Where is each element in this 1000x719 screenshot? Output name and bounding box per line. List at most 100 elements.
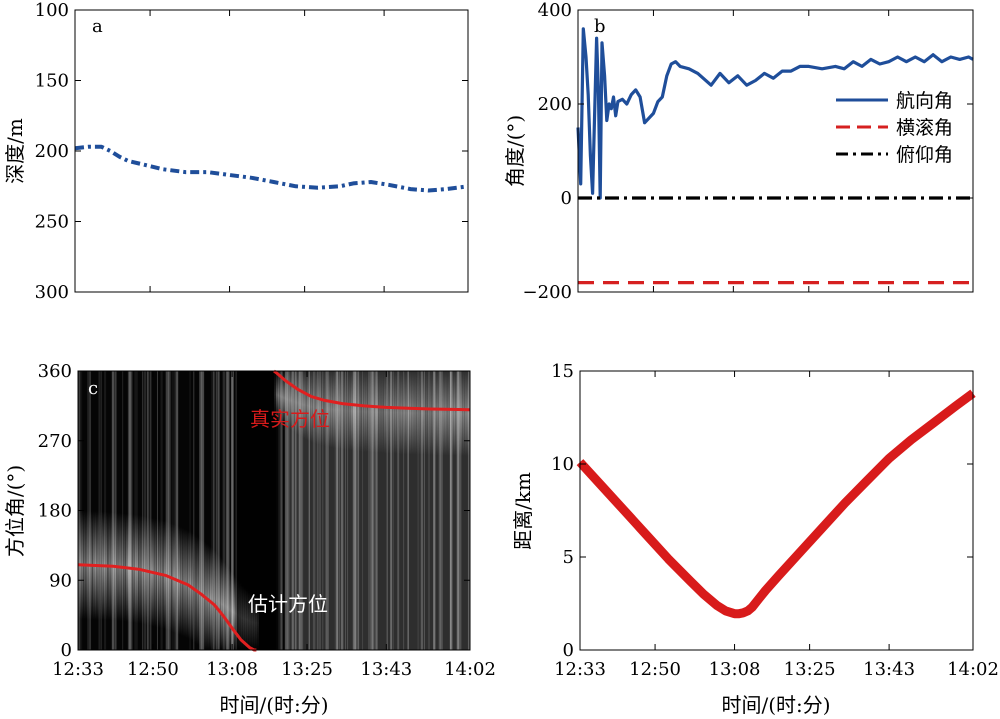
heatmap-streak [355, 371, 358, 650]
heatmap-cell [425, 371, 429, 456]
heatmap-streak [294, 371, 296, 650]
heatmap-streak [457, 371, 459, 650]
heatmap-cell [298, 371, 301, 437]
heatmap-cell [388, 371, 392, 455]
axes-frame-d [579, 370, 974, 651]
axes-frame-b [577, 9, 974, 293]
annotation-estimated-bearing: 估计方位 [248, 592, 328, 616]
heatmap-cell [406, 371, 409, 455]
heatmap-cell [412, 371, 416, 455]
y-tick-label: 5 [563, 547, 574, 568]
heatmap-cell [318, 371, 321, 446]
heatmap-cell [346, 371, 350, 451]
heatmap-streak [428, 371, 430, 650]
heatmap-cell [322, 371, 326, 447]
y-tick-label: 150 [35, 71, 69, 92]
heatmap-streak [230, 371, 234, 650]
y-tick-label: 0 [61, 640, 72, 661]
heatmap-streak [213, 371, 215, 650]
y-tick-label: 400 [538, 0, 572, 21]
heatmap-cell [381, 371, 385, 454]
panel-label-b: b [594, 16, 606, 37]
heatmap-cell [315, 371, 319, 445]
heatmap-streak [352, 371, 354, 650]
series-line-panel-a-0 [74, 144, 469, 193]
heatmap-cell [278, 371, 282, 421]
heatmap-cell [340, 371, 343, 450]
heatmap-cell [357, 371, 361, 452]
heatmap-streak [98, 371, 100, 650]
heatmap-streak [160, 371, 163, 650]
heatmap-streak [347, 371, 349, 650]
heatmap-streak [392, 371, 394, 650]
heatmap-cell [309, 371, 312, 442]
heatmap-streak [375, 371, 378, 650]
panel-d-distance: 12:33 12:50 13:08 13:25 13:43 14:02 0 5 10 15 距离/… [511, 361, 999, 717]
heatmap-streak [231, 371, 234, 650]
heatmap-cell [285, 371, 288, 427]
heatmap-cell [428, 371, 431, 456]
y-tick-label: 10 [551, 454, 574, 475]
heatmap-cell [344, 371, 348, 451]
heatmap-streak [372, 371, 375, 650]
heatmap-cell [463, 371, 466, 457]
heatmap-streak [189, 371, 191, 650]
legend-label: 航向角 [896, 90, 953, 112]
heatmap-cell [458, 371, 462, 457]
y-tick-label: 0 [561, 188, 572, 209]
heatmap-streak [150, 371, 152, 650]
heatmap-cell [414, 371, 418, 455]
heatmap-streak [450, 371, 453, 650]
heatmap-streak [165, 371, 167, 650]
heatmap-streak [362, 371, 364, 650]
heatmap-cell [216, 553, 220, 650]
y-tick-label: 0 [563, 640, 574, 661]
heatmap-dark-gap [236, 371, 277, 650]
heatmap-cell [384, 371, 387, 454]
heatmap-streak [449, 371, 453, 650]
heatmap-cell [470, 371, 473, 457]
heatmap-streak [89, 371, 91, 650]
heatmap-streak [417, 371, 420, 650]
heatmap-streak [433, 371, 435, 650]
heatmap-streak [337, 371, 339, 650]
heatmap-cell [214, 550, 218, 650]
heatmap-cell [408, 371, 411, 455]
panel-label-c: c [88, 378, 98, 399]
heatmap-streak [87, 371, 90, 650]
y-tick-label: 180 [38, 501, 72, 522]
heatmap-cell [399, 371, 403, 455]
legend-label: 俯仰角 [896, 144, 953, 166]
x-tick-label: 13:43 [863, 659, 915, 680]
heatmap-cell [419, 371, 422, 456]
heatmap-streak [235, 371, 238, 650]
x-axis-label-d: 时间/(时:分) [721, 693, 830, 717]
heatmap-streak [459, 371, 462, 650]
heatmap-streak [368, 371, 371, 650]
heatmap-streak [211, 371, 214, 650]
heatmap-streak [176, 371, 178, 650]
x-tick-label: 13:08 [709, 659, 761, 680]
heatmap-streak [450, 371, 452, 650]
heatmap-streak [193, 371, 195, 650]
y-tick-label: 90 [49, 570, 72, 591]
heatmap-cell [227, 567, 231, 650]
heatmap-streak [134, 371, 136, 650]
heatmap-streak [298, 371, 302, 650]
panel-a-depth: 100 150 200 250 300 a 深度/m [3, 0, 469, 303]
series-line-panel-c-0 [77, 563, 257, 652]
y-tick-label: 360 [38, 361, 72, 382]
heatmap-streak [200, 371, 203, 650]
heatmap-cell [324, 371, 328, 447]
heatmap-cell [212, 548, 215, 650]
y-axis-label-b: 角度/(°) [503, 115, 527, 187]
y-tick-label: 250 [35, 212, 69, 233]
heatmap-cell [232, 574, 235, 650]
heatmap-streak [222, 371, 226, 650]
heatmap-streak [325, 371, 329, 650]
heatmap-streak [403, 371, 405, 650]
heatmap-cell [465, 371, 469, 457]
heatmap-streak [113, 371, 115, 650]
heatmap-streak [215, 371, 219, 650]
